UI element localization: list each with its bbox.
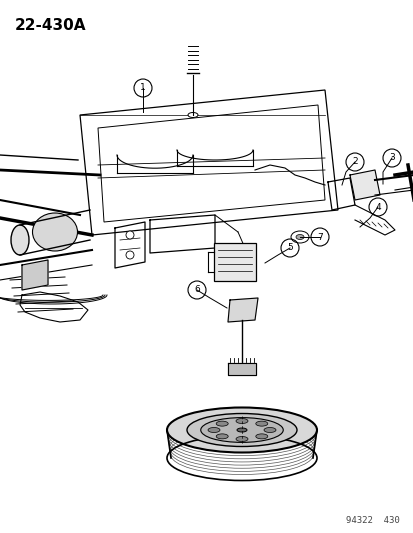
Ellipse shape [295,235,303,239]
Ellipse shape [255,421,267,426]
Ellipse shape [235,418,247,424]
Ellipse shape [166,408,316,453]
Text: 3: 3 [388,154,394,163]
Ellipse shape [216,421,228,426]
Text: 6: 6 [194,286,199,295]
Ellipse shape [216,434,228,439]
Ellipse shape [200,418,282,442]
Circle shape [126,231,134,239]
Text: 5: 5 [287,244,292,253]
FancyBboxPatch shape [214,243,255,281]
Ellipse shape [236,428,247,432]
Polygon shape [22,260,48,290]
Text: 7: 7 [316,232,322,241]
Ellipse shape [263,427,275,432]
Ellipse shape [188,112,197,117]
Text: 1: 1 [140,84,145,93]
Text: 22-430A: 22-430A [15,18,86,33]
Ellipse shape [255,434,267,439]
Text: 94322  430: 94322 430 [345,516,399,525]
Polygon shape [228,298,257,322]
Text: 2: 2 [351,157,357,166]
Polygon shape [349,170,379,200]
Text: 4: 4 [374,203,380,212]
Ellipse shape [11,225,29,255]
Ellipse shape [187,414,296,447]
Circle shape [126,251,134,259]
Ellipse shape [207,427,219,432]
Ellipse shape [33,213,77,251]
Ellipse shape [235,437,247,441]
Polygon shape [228,363,255,375]
